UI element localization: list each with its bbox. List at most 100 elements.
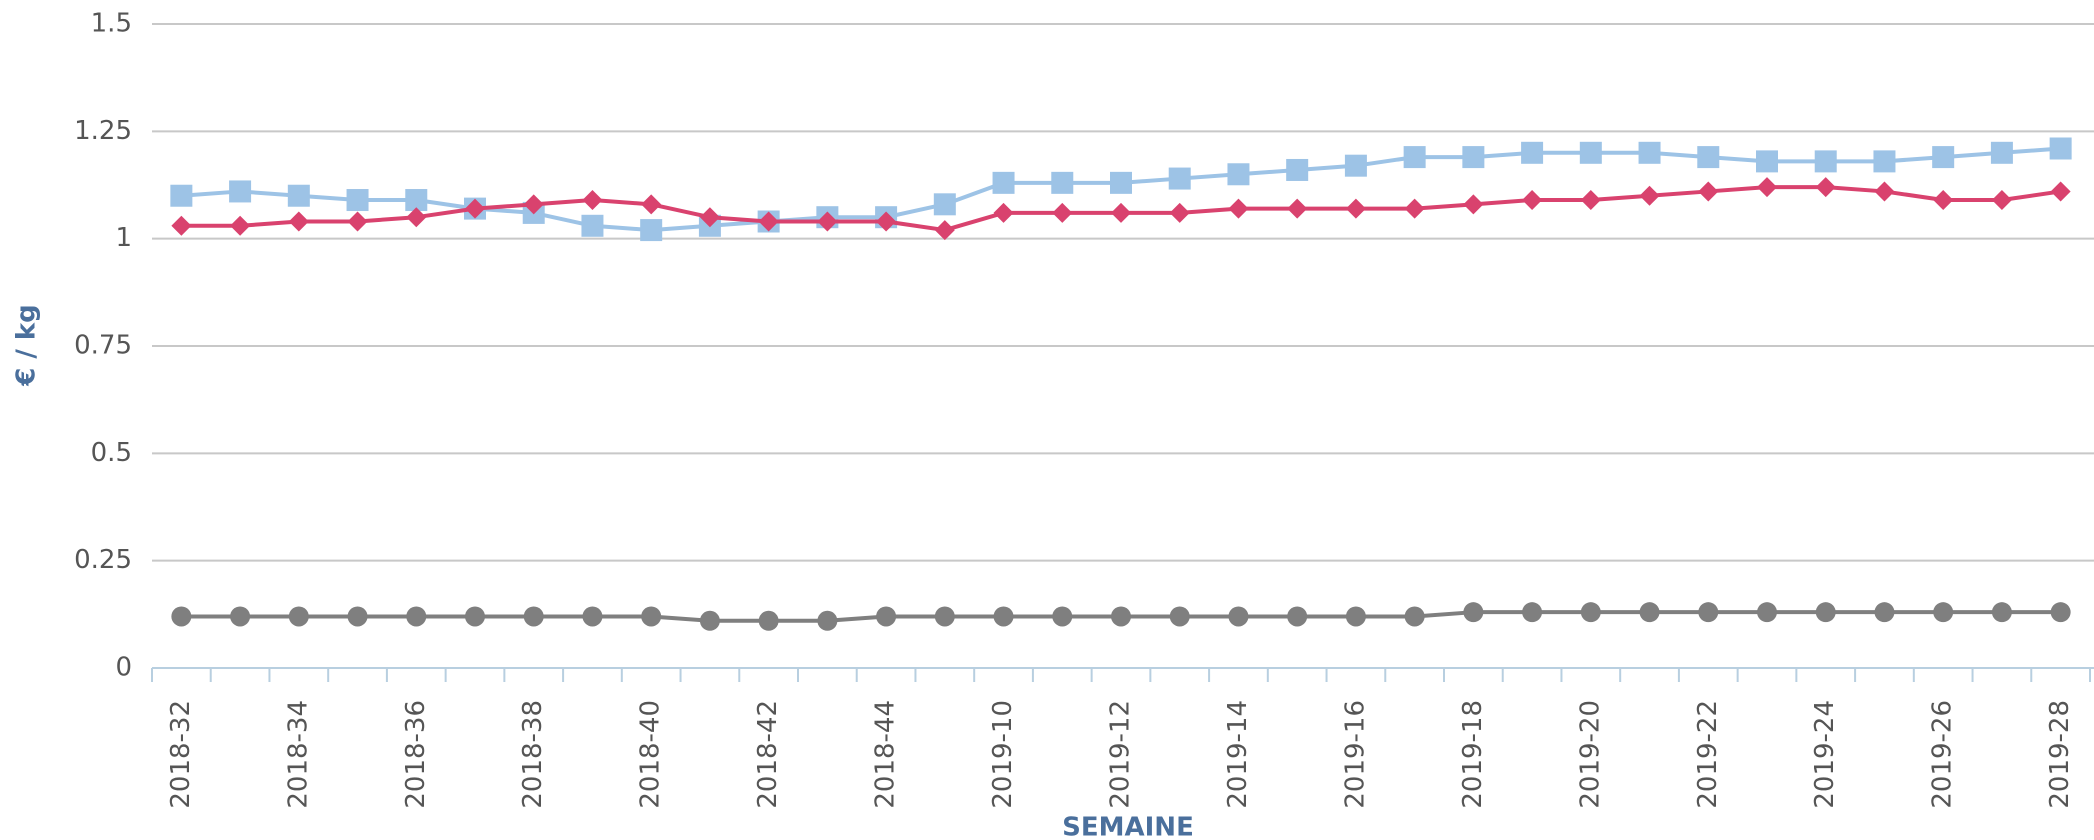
y-tick-label: 0.5 (91, 438, 132, 468)
y-tick-label: 1.25 (74, 116, 132, 146)
marker (230, 215, 251, 236)
marker (758, 211, 779, 232)
marker (1815, 602, 1836, 623)
marker (934, 220, 955, 241)
marker (1227, 163, 1250, 186)
marker (1522, 602, 1543, 623)
marker (1521, 141, 1544, 164)
marker (523, 606, 544, 627)
marker (641, 194, 662, 215)
x-tick-label: 2018-44 (871, 700, 901, 809)
marker (1638, 141, 1661, 164)
x-tick-label: 2018-42 (753, 700, 783, 809)
marker (1462, 146, 1485, 169)
marker (582, 606, 603, 627)
marker (817, 211, 838, 232)
x-tick-label: 2018-36 (401, 700, 431, 809)
marker (1933, 190, 1954, 211)
marker (405, 189, 428, 212)
marker (1932, 146, 1955, 169)
marker (1169, 606, 1190, 627)
marker (1991, 602, 2012, 623)
marker (1757, 177, 1777, 198)
marker (523, 194, 544, 215)
marker (992, 171, 1015, 194)
marker (699, 610, 720, 631)
marker (1579, 141, 1602, 164)
marker (171, 215, 192, 236)
x-axis-title: SEMAINE (1062, 813, 1194, 840)
marker (1873, 150, 1896, 173)
marker (1111, 202, 1131, 223)
marker (876, 606, 897, 627)
marker (1756, 150, 1778, 173)
marker (1286, 158, 1309, 181)
marker (1815, 177, 1836, 198)
marker (287, 184, 310, 207)
marker (1287, 606, 1308, 627)
marker (2050, 602, 2071, 623)
marker (1463, 602, 1484, 623)
marker (1168, 167, 1191, 190)
marker (170, 184, 193, 207)
marker (581, 214, 604, 237)
x-tick-label: 2019-14 (1223, 700, 1253, 809)
marker (1814, 150, 1837, 173)
marker (1403, 146, 1426, 169)
x-tick-label: 2019-26 (1928, 700, 1958, 809)
marker (1228, 198, 1249, 219)
y-axis-title: € / kg (12, 304, 42, 387)
marker (171, 606, 192, 627)
marker (288, 606, 309, 627)
marker (1580, 190, 1601, 211)
y-tick-label: 0 (115, 653, 132, 683)
marker (699, 207, 720, 228)
marker (406, 207, 427, 228)
marker (1463, 194, 1484, 215)
marker (1345, 198, 1366, 219)
marker (758, 610, 779, 631)
marker (1404, 606, 1425, 627)
marker (1639, 602, 1660, 623)
marker (1933, 602, 1954, 623)
marker (934, 606, 955, 627)
marker (933, 193, 956, 216)
x-tick-label: 2019-10 (988, 700, 1018, 809)
marker (1287, 198, 1308, 219)
marker (1052, 202, 1073, 223)
marker (465, 198, 485, 219)
x-tick-label: 2018-38 (518, 700, 548, 809)
marker (1757, 602, 1777, 623)
marker (1698, 181, 1719, 202)
marker (465, 606, 485, 627)
x-tick-label: 2019-22 (1693, 700, 1723, 809)
marker (1404, 198, 1425, 219)
marker (1111, 606, 1131, 627)
marker (346, 189, 369, 212)
marker (1345, 606, 1366, 627)
x-tick-label: 2019-24 (1810, 700, 1840, 809)
x-tick-label: 2018-34 (283, 700, 313, 809)
marker (1639, 185, 1660, 206)
marker (993, 606, 1014, 627)
marker (2049, 137, 2072, 160)
marker (817, 610, 838, 631)
marker (1580, 602, 1601, 623)
marker (1110, 171, 1132, 194)
marker (1522, 190, 1543, 211)
x-tick-label: 2019-16 (1340, 700, 1370, 809)
x-tick-label: 2018-40 (636, 700, 666, 809)
marker (2050, 181, 2071, 202)
marker (993, 202, 1014, 223)
y-tick-label: 0.75 (74, 331, 132, 361)
marker (876, 211, 897, 232)
marker (1051, 171, 1074, 194)
marker (1228, 606, 1249, 627)
y-tick-label: 1.5 (91, 9, 132, 39)
marker (1697, 146, 1720, 169)
x-tick-label: 2019-12 (1106, 700, 1136, 809)
y-tick-label: 0.25 (74, 545, 132, 575)
marker (1874, 602, 1895, 623)
x-tick-label: 2018-32 (166, 700, 196, 809)
